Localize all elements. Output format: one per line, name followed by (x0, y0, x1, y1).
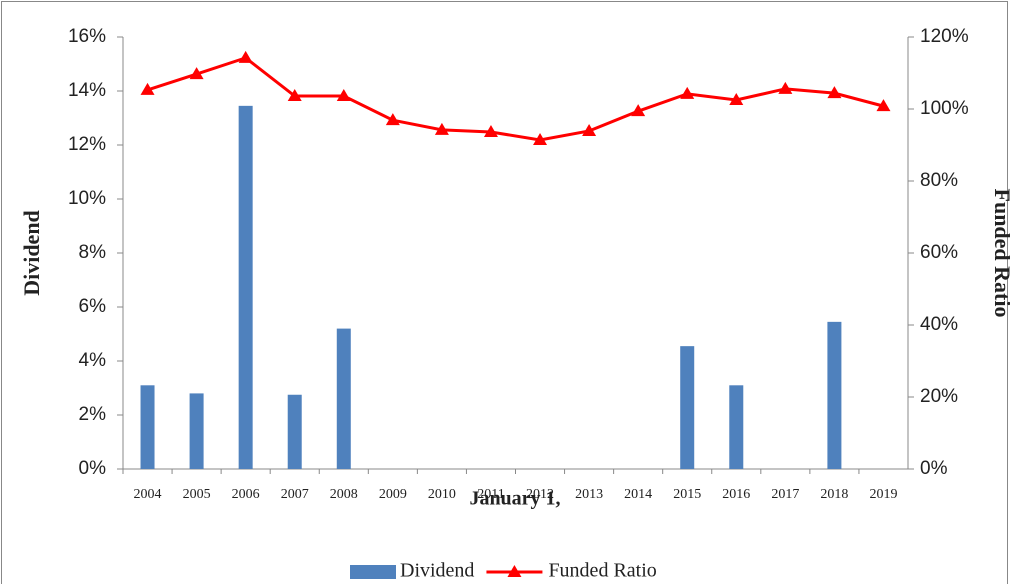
legend-label: Dividend (400, 560, 474, 582)
x-tick-label: 2015 (673, 487, 701, 502)
marker (631, 104, 646, 117)
bar (827, 321, 842, 469)
marker (238, 50, 253, 63)
bar (729, 385, 744, 469)
y2-tick-label: 80% (920, 170, 958, 191)
marker (140, 82, 155, 95)
y-tick-label: 16% (68, 26, 106, 47)
x-axis-title: January 1, (469, 488, 560, 510)
bar (238, 105, 253, 469)
x-tick-label: 2011 (477, 487, 504, 502)
marker (533, 132, 548, 145)
x-tick-label: 2010 (428, 487, 456, 502)
marker (729, 93, 744, 105)
marker (827, 86, 842, 99)
legend-label: Funded Ratio (548, 560, 656, 582)
marker (582, 123, 597, 136)
marker (680, 86, 695, 99)
marker (287, 89, 302, 102)
y2-axis-title: Funded Ratio (990, 189, 1010, 318)
y-axis-title: Dividend (19, 210, 44, 296)
bar (189, 393, 204, 469)
y2-tick-label: 0% (920, 458, 948, 479)
x-tick-label: 2016 (722, 487, 750, 502)
x-tick-label: 2008 (330, 487, 358, 502)
x-tick-label: 2013 (575, 487, 603, 502)
y-tick-label: 8% (79, 242, 107, 263)
y2-tick-label: 120% (920, 26, 969, 47)
x-tick-label: 2007 (281, 487, 309, 502)
marker (778, 81, 793, 94)
legend-swatch (350, 565, 396, 579)
x-tick-label: 2006 (232, 487, 260, 502)
bar (287, 394, 302, 469)
marker (876, 99, 891, 112)
x-tick-label: 2009 (379, 487, 407, 502)
y2-tick-label: 40% (920, 314, 958, 335)
y-tick-label: 14% (68, 80, 106, 101)
x-tick-label: 2017 (771, 487, 799, 502)
y2-tick-label: 100% (920, 98, 969, 119)
marker (189, 67, 204, 80)
bar (336, 328, 351, 469)
x-tick-label: 2012 (526, 487, 554, 502)
x-tick-label: 2019 (869, 487, 897, 502)
y-tick-label: 10% (68, 188, 106, 209)
marker (385, 113, 400, 126)
x-tick-label: 2014 (624, 487, 652, 502)
y2-tick-label: 20% (920, 386, 958, 407)
legend-swatch (507, 565, 522, 577)
bar (140, 385, 155, 469)
y-tick-label: 6% (79, 296, 107, 317)
y-tick-label: 4% (79, 350, 107, 371)
line (147, 56, 884, 142)
marker (336, 89, 351, 102)
x-tick-label: 2018 (820, 487, 848, 502)
y2-tick-label: 60% (920, 242, 958, 263)
x-tick-label: 2004 (134, 487, 162, 502)
bar (680, 346, 695, 469)
marker (434, 122, 449, 135)
y-tick-label: 12% (68, 134, 106, 155)
y-tick-label: 2% (79, 404, 107, 425)
marker (483, 125, 498, 138)
x-tick-label: 2005 (183, 487, 211, 502)
y-tick-label: 0% (79, 458, 107, 479)
